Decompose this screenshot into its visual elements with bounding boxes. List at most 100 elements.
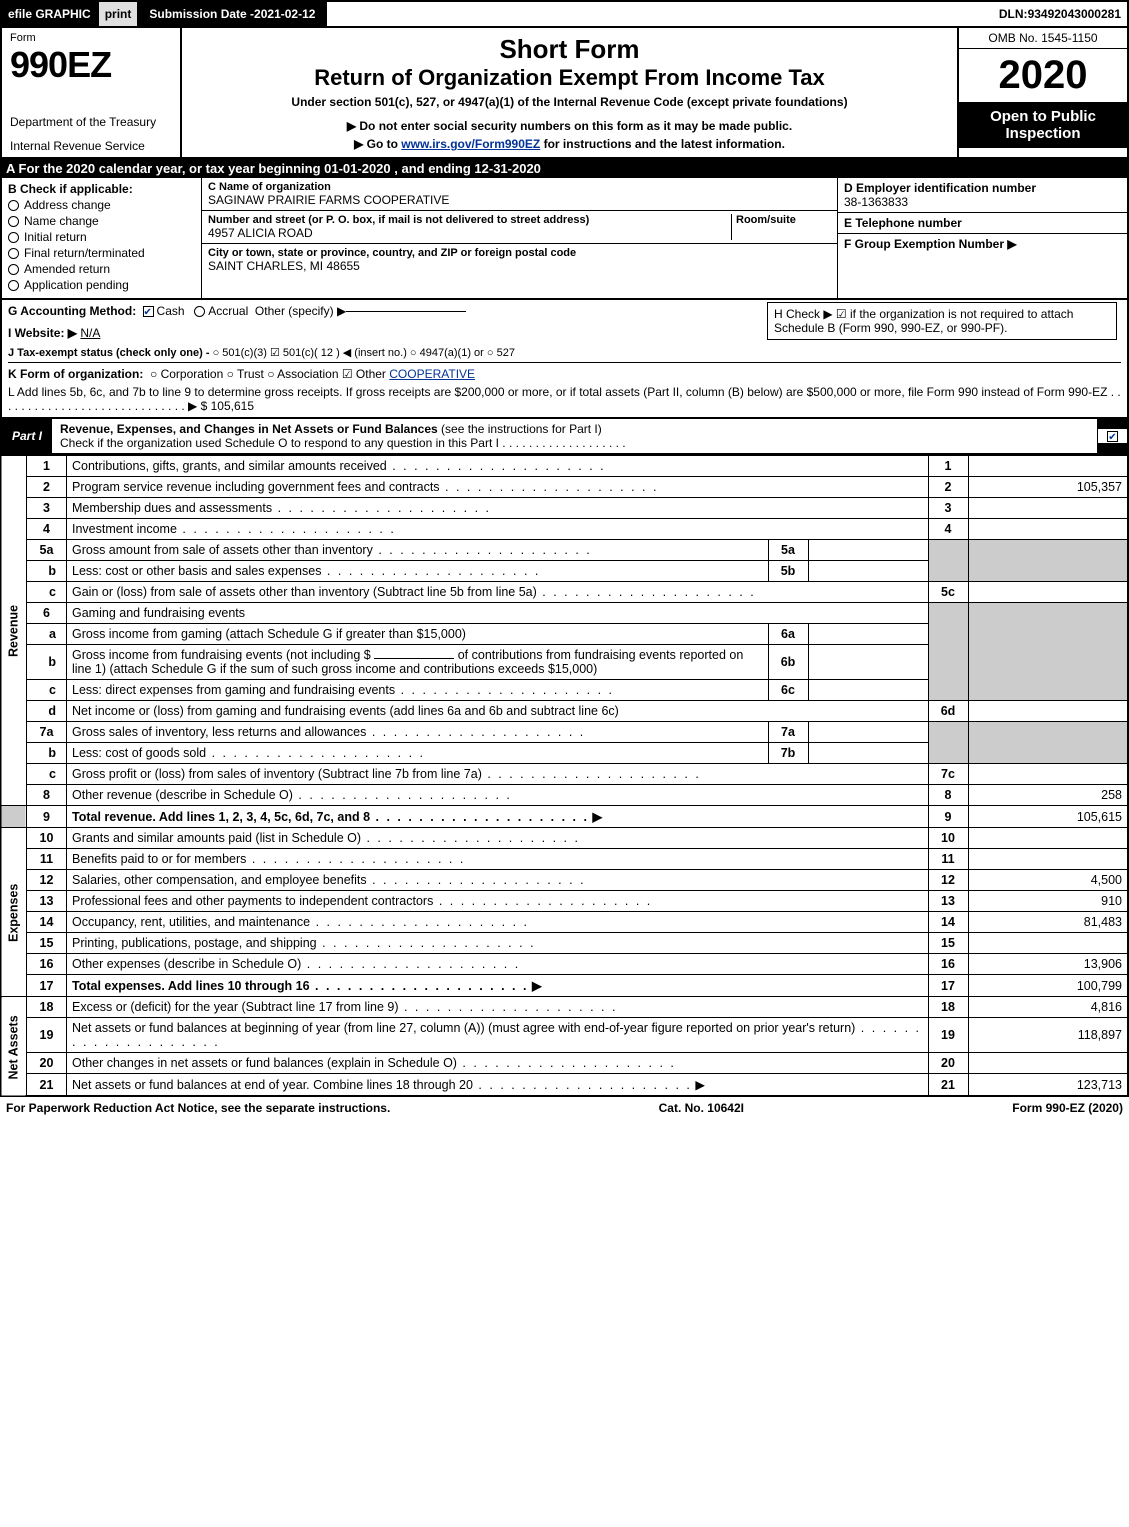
header-left: Form 990EZ Department of the Treasury In… bbox=[2, 28, 182, 157]
line-rnum: 5c bbox=[928, 582, 968, 603]
g-label: G Accounting Method: bbox=[8, 304, 136, 318]
schedule-o-checkbox[interactable] bbox=[1097, 429, 1127, 443]
mid-val bbox=[808, 540, 928, 561]
part-i-sub: Check if the organization used Schedule … bbox=[60, 436, 626, 450]
line-rnum: 11 bbox=[928, 849, 968, 870]
line-num: 13 bbox=[27, 891, 67, 912]
tel-label: E Telephone number bbox=[844, 216, 1121, 230]
line-num: 20 bbox=[27, 1053, 67, 1074]
line-num: c bbox=[27, 582, 67, 603]
chk-label: Application pending bbox=[24, 278, 129, 292]
mid-val bbox=[808, 680, 928, 701]
i-label: I Website: ▶ bbox=[8, 326, 77, 340]
line-num: 2 bbox=[27, 477, 67, 498]
return-title: Return of Organization Exempt From Incom… bbox=[188, 65, 951, 91]
note2-pre: ▶ Go to bbox=[354, 137, 401, 151]
sidetab-expenses: Expenses bbox=[1, 828, 27, 997]
line-l: L Add lines 5b, 6c, and 7b to line 9 to … bbox=[8, 385, 1121, 413]
addr-value: 4957 ALICIA ROAD bbox=[208, 226, 731, 240]
line-value bbox=[968, 519, 1128, 540]
chk-final-return[interactable]: Final return/terminated bbox=[8, 246, 195, 260]
tax-year: 2020 bbox=[959, 49, 1127, 102]
line-rnum: 10 bbox=[928, 828, 968, 849]
line-desc: Gross income from fundraising events (no… bbox=[67, 645, 769, 680]
chk-initial-return[interactable]: Initial return bbox=[8, 230, 195, 244]
header-center: Short Form Return of Organization Exempt… bbox=[182, 28, 957, 157]
under-section: Under section 501(c), 527, or 4947(a)(1)… bbox=[188, 95, 951, 109]
chk-cash[interactable] bbox=[143, 306, 154, 317]
line-desc: Other expenses (describe in Schedule O) bbox=[67, 954, 929, 975]
line-value: 910 bbox=[968, 891, 1128, 912]
chk-amended-return[interactable]: Amended return bbox=[8, 262, 195, 276]
submission-date-value: 2021-02-12 bbox=[254, 7, 315, 21]
org-name-label: C Name of organization bbox=[208, 181, 831, 193]
line-rnum: 17 bbox=[928, 975, 968, 997]
mid-val bbox=[808, 722, 928, 743]
instructions-link-line: ▶ Go to www.irs.gov/Form990EZ for instru… bbox=[188, 137, 951, 151]
line-num: 4 bbox=[27, 519, 67, 540]
mid-num: 6b bbox=[768, 645, 808, 680]
sidetab-spacer bbox=[1, 806, 27, 828]
city-label: City or town, state or province, country… bbox=[208, 247, 831, 259]
accrual-label: Accrual bbox=[208, 304, 248, 318]
identity-section: B Check if applicable: Address change Na… bbox=[0, 178, 1129, 300]
line-rnum: 2 bbox=[928, 477, 968, 498]
line-desc: Gaming and fundraising events bbox=[67, 603, 929, 624]
chk-label: Amended return bbox=[24, 262, 110, 276]
line-num: 17 bbox=[27, 975, 67, 997]
part-i-header: Part I Revenue, Expenses, and Changes in… bbox=[0, 419, 1129, 455]
line-value: 13,906 bbox=[968, 954, 1128, 975]
chk-application-pending[interactable]: Application pending bbox=[8, 278, 195, 292]
line-rnum: 4 bbox=[928, 519, 968, 540]
line-value: 81,483 bbox=[968, 912, 1128, 933]
line-value: 105,357 bbox=[968, 477, 1128, 498]
other-specify-input[interactable] bbox=[346, 311, 466, 312]
line-rnum: 15 bbox=[928, 933, 968, 954]
line-desc: Contributions, gifts, grants, and simila… bbox=[67, 456, 929, 477]
line-desc: Benefits paid to or for members bbox=[67, 849, 929, 870]
line-rnum: 8 bbox=[928, 785, 968, 806]
room-label: Room/suite bbox=[736, 214, 831, 226]
chk-label: Name change bbox=[24, 214, 99, 228]
dept-treasury: Department of the Treasury bbox=[10, 115, 172, 129]
shade-cell bbox=[928, 540, 968, 582]
chk-address-change[interactable]: Address change bbox=[8, 198, 195, 212]
line-rnum: 21 bbox=[928, 1074, 968, 1097]
dln-value: 93492043000281 bbox=[1028, 7, 1121, 21]
website-value: N/A bbox=[80, 326, 100, 340]
dln: DLN: 93492043000281 bbox=[993, 2, 1127, 26]
line-desc: Gross amount from sale of assets other t… bbox=[67, 540, 769, 561]
line-value: 100,799 bbox=[968, 975, 1128, 997]
line-desc: Net assets or fund balances at beginning… bbox=[67, 1018, 929, 1053]
line-value: 4,816 bbox=[968, 997, 1128, 1018]
arrow-icon: ▶ bbox=[695, 1078, 705, 1092]
line-value bbox=[968, 849, 1128, 870]
line-desc: Program service revenue including govern… bbox=[67, 477, 929, 498]
instructions-link[interactable]: www.irs.gov/Form990EZ bbox=[401, 137, 540, 151]
line-num: b bbox=[27, 561, 67, 582]
print-button[interactable]: print bbox=[99, 2, 140, 26]
shade-cell bbox=[968, 540, 1128, 582]
line-desc: Net income or (loss) from gaming and fun… bbox=[67, 701, 929, 722]
page-footer: For Paperwork Reduction Act Notice, see … bbox=[0, 1097, 1129, 1119]
line-rnum: 1 bbox=[928, 456, 968, 477]
line-num: c bbox=[27, 680, 67, 701]
line-num: 5a bbox=[27, 540, 67, 561]
mid-val bbox=[808, 645, 928, 680]
part-i-table: Revenue 1 Contributions, gifts, grants, … bbox=[0, 455, 1129, 1097]
line-value: 4,500 bbox=[968, 870, 1128, 891]
shade-cell bbox=[968, 722, 1128, 764]
footer-left: For Paperwork Reduction Act Notice, see … bbox=[6, 1101, 390, 1115]
line-desc: Gain or (loss) from sale of assets other… bbox=[67, 582, 929, 603]
line-rnum: 7c bbox=[928, 764, 968, 785]
line-num: 11 bbox=[27, 849, 67, 870]
arrow-icon: ▶ bbox=[532, 979, 542, 993]
line-value bbox=[968, 456, 1128, 477]
chk-accrual[interactable] bbox=[194, 306, 205, 317]
line-num: 14 bbox=[27, 912, 67, 933]
line-num: d bbox=[27, 701, 67, 722]
line-num: 7a bbox=[27, 722, 67, 743]
line-num: c bbox=[27, 764, 67, 785]
chk--name-change[interactable]: Name change bbox=[8, 214, 195, 228]
k-options: ○ Corporation ○ Trust ○ Association ☑ Ot… bbox=[150, 367, 389, 381]
